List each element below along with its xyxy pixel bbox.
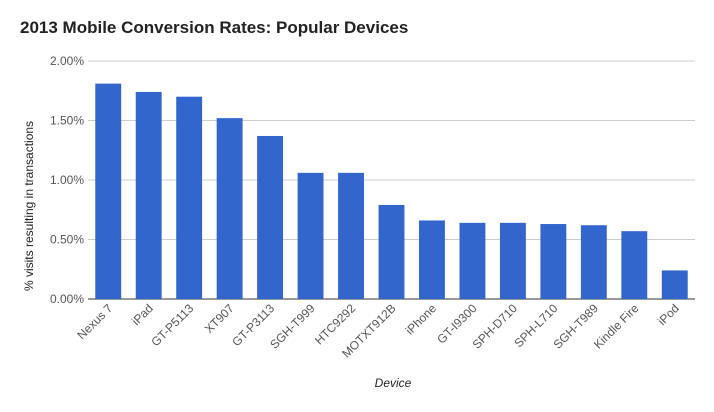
bars xyxy=(95,83,688,300)
y-tick-label: 2.00% xyxy=(50,54,84,68)
bar-motxt912b[interactable] xyxy=(378,204,405,299)
y-tick-label: 0.50% xyxy=(50,233,84,247)
x-tick-label: Kindle Fire xyxy=(591,301,642,352)
bar-sgh-t999[interactable] xyxy=(297,172,324,299)
chart-title: 2013 Mobile Conversion Rates: Popular De… xyxy=(20,18,409,37)
x-tick-label: GT-P5113 xyxy=(148,301,196,349)
x-tick-label: SGH-T999 xyxy=(267,301,318,352)
bar-gt-p3113[interactable] xyxy=(257,135,284,299)
y-tick-label: 0.00% xyxy=(50,292,84,306)
bar-iphone[interactable] xyxy=(419,220,445,299)
y-tick-label: 1.50% xyxy=(50,114,84,128)
bar-gt-i9300[interactable] xyxy=(459,222,486,299)
x-tick-label: SPH-D710 xyxy=(470,301,521,352)
bar-htc9292[interactable] xyxy=(338,172,364,299)
bar-nexus-7[interactable] xyxy=(95,83,122,299)
x-tick-label: iPhone xyxy=(403,301,440,338)
x-tick-label: XT907 xyxy=(202,301,237,336)
x-axis-title: Device xyxy=(375,376,412,390)
y-axis-title: % visits resulting in transactions xyxy=(22,121,36,291)
y-tick-label: 1.00% xyxy=(50,173,84,187)
x-tick-label: iPad xyxy=(129,301,156,328)
bar-gt-p5113[interactable] xyxy=(176,96,203,299)
x-tick-label: iPod xyxy=(655,301,682,328)
y-axis-ticks: 0.00% 0.50% 1.00% 1.50% 2.00% xyxy=(50,54,84,306)
bar-sph-d710[interactable] xyxy=(499,222,526,299)
x-tick-label: Nexus 7 xyxy=(74,301,115,342)
bar-sph-l710[interactable] xyxy=(540,224,567,299)
bar-kindle-fire[interactable] xyxy=(621,231,648,299)
bar-ipad[interactable] xyxy=(135,91,162,299)
bar-xt907[interactable] xyxy=(216,118,243,300)
bar-sgh-t989[interactable] xyxy=(580,225,607,299)
bar-ipod[interactable] xyxy=(661,270,688,299)
